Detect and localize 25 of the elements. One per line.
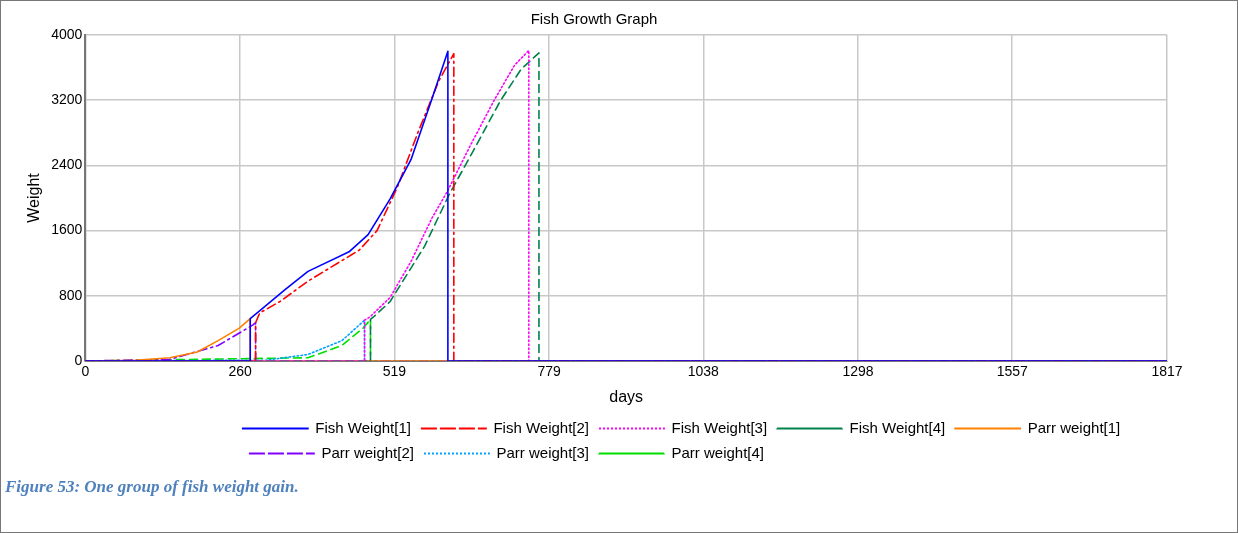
x-tick-label: 1557	[996, 363, 1028, 380]
legend-label: Parr weight[1]	[1027, 418, 1121, 436]
y-axis-title: Weight	[25, 172, 43, 223]
y-tick-label: 2400	[51, 156, 83, 173]
legend-label: Parr weight[3]	[496, 443, 590, 461]
x-axis-title: days	[609, 387, 644, 405]
x-tick-label: 1038	[687, 363, 720, 380]
x-tick-label: 519	[382, 363, 407, 380]
legend-label: Fish Weight[1]	[315, 418, 411, 436]
x-tick-label: 1298	[842, 363, 874, 380]
y-tick-label: 4000	[51, 25, 83, 42]
legend-label: Fish Weight[4]	[849, 418, 946, 436]
y-tick-label: 1600	[51, 221, 83, 238]
caption: Figure 53: One group of fish weight gain.	[5, 477, 299, 497]
y-tick-label: 3200	[51, 91, 83, 108]
legend-label: Fish Weight[3]	[671, 418, 768, 436]
x-tick-label: 260	[228, 363, 253, 380]
y-tick-label: 0	[74, 351, 83, 368]
x-tick-label: 1817	[1151, 363, 1183, 380]
legend-label: Fish Weight[2]	[493, 418, 590, 436]
y-tick-label: 800	[58, 286, 83, 303]
x-tick-label: 779	[537, 363, 561, 380]
chart-title: Fish Growth Graph	[530, 10, 658, 28]
legend-label: Parr weight[2]	[321, 443, 414, 461]
legend-label: Parr weight[4]	[671, 443, 765, 461]
